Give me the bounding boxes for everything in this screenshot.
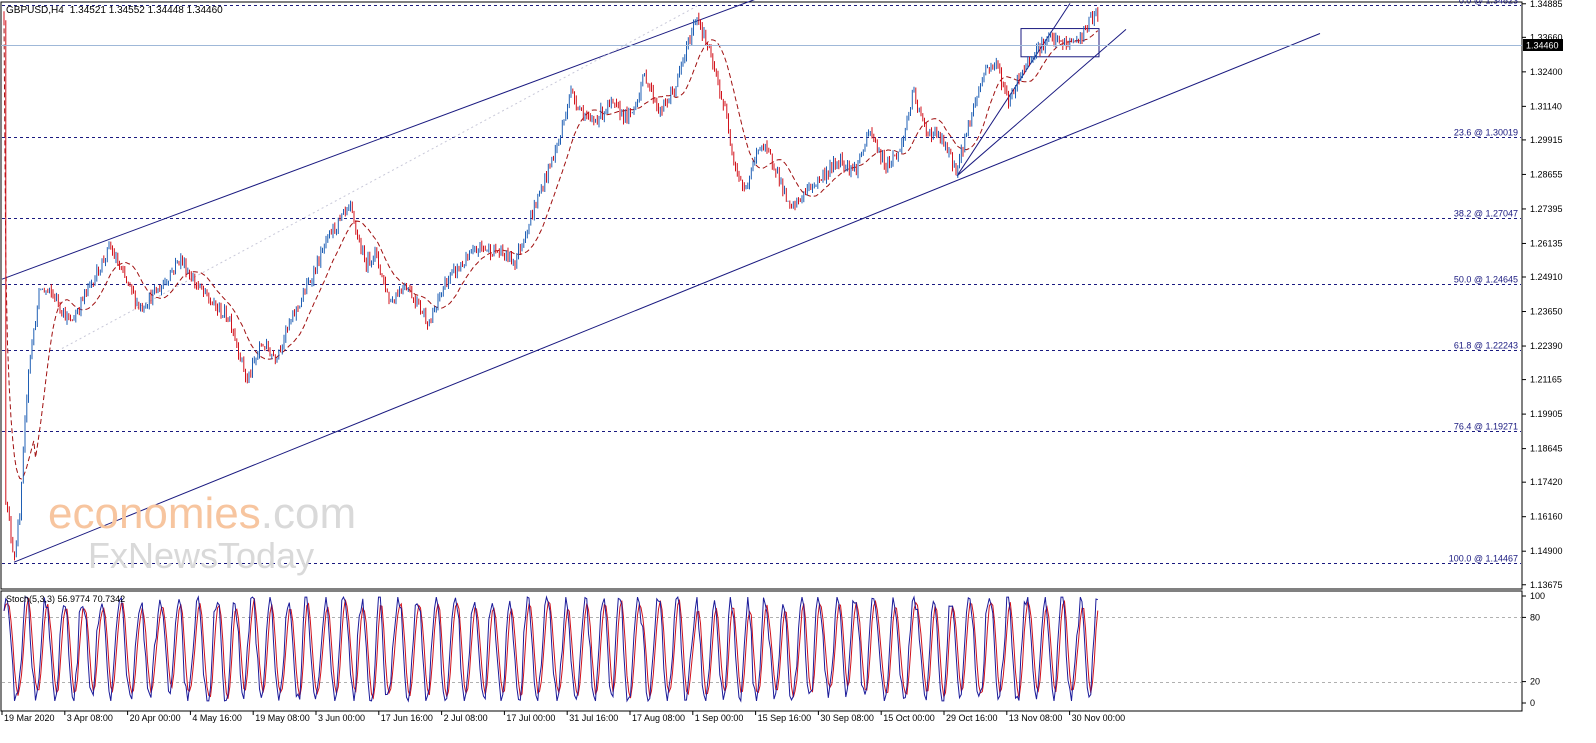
stochastic-lines	[2, 595, 1521, 703]
y-tick-label: 1.18645	[1530, 444, 1563, 454]
ma-path	[3, 20, 1099, 480]
consolidation-box	[1020, 28, 1100, 58]
fib-level-label: 38.2 @ 1.27047	[1454, 209, 1518, 219]
y-tick-label: 1.21165	[1530, 375, 1562, 385]
fib-level-label: 100.0 @ 1.14467	[1449, 554, 1518, 564]
y-tick-label: 1.33660	[1530, 32, 1563, 42]
y-tick-label: 1.14900	[1530, 546, 1563, 556]
x-tick-label: 29 Oct 16:00	[946, 713, 998, 723]
chart-symbol: GBPUSD,H4 1.34521 1.34552 1.34448 1.34460	[6, 5, 223, 16]
x-tick-label: 3 Jun 00:00	[318, 713, 365, 723]
y-tick-label: 1.26135	[1530, 238, 1563, 248]
stoch-signal-line	[3, 598, 1099, 700]
x-tick-label: 30 Nov 00:00	[1072, 713, 1126, 723]
y-tick-label: 1.29915	[1530, 135, 1563, 145]
y-tick-label: 1.23650	[1530, 307, 1563, 317]
fib-level-label: 50.0 @ 1.24645	[1454, 275, 1518, 285]
x-tick-label: 19 Mar 2020	[4, 713, 55, 723]
x-tick-label: 17 Aug 08:00	[632, 713, 685, 723]
x-tick-label: 15 Sep 16:00	[758, 713, 812, 723]
current-price-label: 1.34460	[1526, 41, 1559, 51]
x-tick-label: 30 Sep 08:00	[820, 713, 874, 723]
y-tick-label: 1.24910	[1530, 272, 1563, 282]
x-tick-label: 19 May 08:00	[255, 713, 310, 723]
stoch-tick-label: 0	[1530, 698, 1535, 708]
price-candles	[3, 7, 1099, 561]
price-panel-frame	[0, 1, 1523, 590]
y-tick-label: 1.28655	[1530, 169, 1563, 179]
stoch-y-axis: 100 80 20 0	[1522, 591, 1545, 708]
x-tick-label: 2 Jul 08:00	[444, 713, 488, 723]
stoch-main-line	[3, 595, 1098, 703]
y-tick-label: 1.13675	[1530, 580, 1563, 590]
y-tick-label: 1.32400	[1530, 67, 1563, 77]
stoch-tick-label: 100	[1530, 591, 1545, 601]
fib-level-label: 61.8 @ 1.22243	[1454, 341, 1518, 351]
x-tick-label: 17 Jun 16:00	[381, 713, 433, 723]
fib-trend-line	[61, 5, 698, 349]
y-tick-label: 1.31140	[1530, 101, 1562, 111]
moving-average-line	[3, 20, 1099, 480]
current-price-tag	[1523, 39, 1563, 51]
channel-upper-line	[1, 0, 755, 280]
y-tick-label: 1.22390	[1530, 341, 1563, 351]
stoch-tick-label: 20	[1530, 677, 1540, 687]
stoch-tick-label: 80	[1530, 612, 1540, 622]
y-tick-label: 1.34885	[1530, 0, 1563, 9]
x-tick-label: 13 Nov 08:00	[1009, 713, 1063, 723]
x-tick-label: 1 Sep 00:00	[695, 713, 744, 723]
watermark-economies: economies.com	[48, 489, 356, 538]
x-tick-label: 31 Jul 16:00	[569, 713, 618, 723]
x-tick-label: 15 Oct 00:00	[883, 713, 935, 723]
fib-level-label: 23.6 @ 1.30019	[1454, 128, 1518, 138]
y-tick-label: 1.27395	[1530, 204, 1563, 214]
stoch-panel-frame	[0, 590, 1523, 712]
rising-wedge-lower	[956, 29, 1127, 177]
y-tick-label: 1.17420	[1530, 477, 1563, 487]
fibonacci-levels: 0.0 @ 1.34823 23.6 @ 1.30019 38.2 @ 1.2704…	[2, 0, 1521, 564]
x-tick-label: 20 Apr 00:00	[130, 713, 181, 723]
time-x-axis: 19 Mar 2020 3 Apr 08:00 20 Apr 00:00 4 May …	[1, 711, 1126, 723]
stoch-label: Stoch(5,3,3) 56.9774 70.7342	[6, 594, 125, 604]
price-y-axis: 1.34885 1.33660 1.32400 1.31140 1.29915 1.286…	[1522, 0, 1563, 590]
x-tick-label: 4 May 16:00	[192, 713, 242, 723]
x-tick-label: 17 Jul 00:00	[506, 713, 555, 723]
x-tick-label: 3 Apr 08:00	[67, 713, 113, 723]
watermark-fxnewstoday: FxNewsToday	[88, 535, 314, 576]
channel-lower-line	[13, 33, 1321, 563]
trend-channels	[1, 0, 1321, 563]
fib-level-label: 76.4 @ 1.19271	[1454, 422, 1518, 432]
y-tick-label: 1.16160	[1530, 512, 1563, 522]
fib-level-label: 0.0 @ 1.34823	[1459, 0, 1518, 6]
y-tick-label: 1.19905	[1530, 409, 1563, 419]
